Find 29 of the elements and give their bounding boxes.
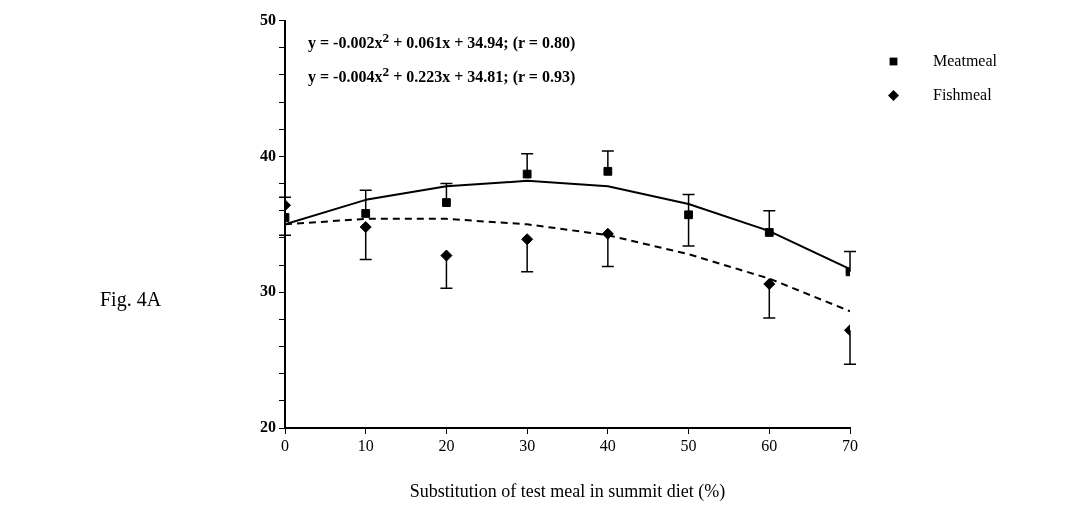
x-tick-label: 70: [842, 436, 858, 454]
legend-label: Fishmeal: [933, 86, 992, 104]
x-tick-label: 0: [281, 436, 289, 454]
y-tick-label: 50: [260, 10, 276, 28]
x-tick-label: 60: [761, 436, 778, 454]
x-tick-label: 30: [519, 436, 536, 454]
point: [522, 169, 532, 179]
point: [359, 221, 372, 234]
y-tick-label: 20: [260, 418, 276, 436]
point: [763, 278, 776, 291]
point: [601, 227, 614, 240]
x-tick-label: 20: [438, 436, 455, 454]
x-tick-label: 50: [680, 436, 697, 454]
point: [440, 249, 453, 262]
x-tick-label: 10: [357, 436, 374, 454]
point: [521, 233, 534, 246]
y-tick-label: 30: [260, 282, 276, 300]
point: [764, 228, 774, 237]
point: [442, 198, 451, 207]
y-tick-label: 40: [260, 146, 276, 164]
caption: Fig. 4A: [100, 288, 162, 311]
point: [684, 210, 693, 220]
x-axis-title: Substitution of test meal in summit diet (%): [409, 480, 726, 502]
annotation: y = -0.004x$^{2}$ + 0.223x + 34.81; (r = 0.93): [308, 64, 576, 87]
x-tick-label: 40: [599, 436, 616, 454]
point: [361, 209, 371, 218]
annotation: y = -0.002x$^{2}$ + 0.061x + 34.94; (r = 0.80): [308, 30, 576, 53]
legend-label: Meatmeal: [933, 52, 997, 70]
point: [603, 166, 613, 176]
